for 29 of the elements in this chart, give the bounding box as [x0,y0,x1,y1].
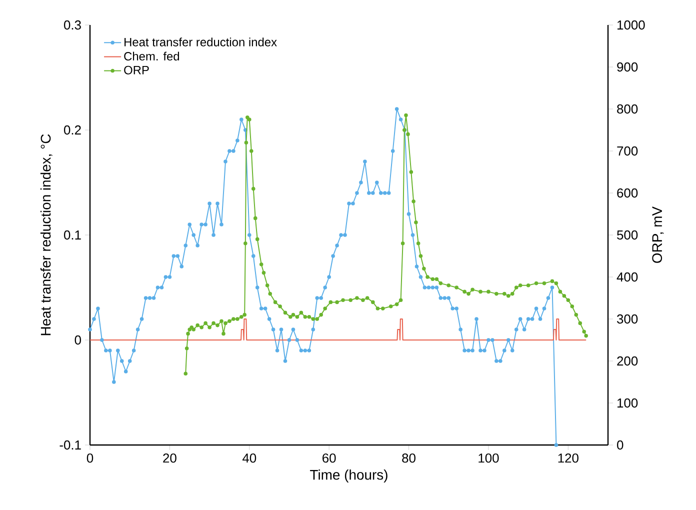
y2-tick-label: 300 [617,314,638,324]
x-axis-title: Time (hours) [310,470,388,483]
x-tick-label: 80 [402,454,416,463]
legend-label: Heat transfer reduction index [124,38,277,46]
y2-tick-label: 100 [617,398,638,408]
x-tick-label: 120 [558,454,578,463]
y-axis-title: Heat transfer reduction index, °C [40,134,52,336]
y-tick-label: 0.3 [64,20,81,30]
legend-label: ORP [124,66,149,74]
y2-tick-label: 0 [617,440,624,450]
y-tick-label: 0.1 [64,230,81,240]
x-tick-label: 100 [478,454,499,463]
y2-tick-label: 600 [617,188,638,198]
y2-tick-label: 900 [617,62,638,72]
legend-label: Chem. fed [124,52,180,60]
y-tick-label: 0 [74,335,81,345]
y2-axis-title: ORP, mV [652,206,664,263]
y2-tick-label: 500 [617,230,638,240]
y2-tick-label: 700 [617,146,638,156]
y-tick-label: -0.1 [60,440,81,450]
y-tick-label: 0.2 [64,125,81,135]
x-tick-label: 0 [86,454,94,463]
x-tick-label: 60 [322,454,336,463]
y2-tick-label: 400 [616,272,638,282]
x-tick-label: 20 [163,454,176,463]
y2-tick-label: 800 [617,104,638,114]
x-tick-label: 40 [242,454,256,463]
y2-tick-label: 200 [617,356,638,366]
y2-tick-label: 1000 [617,20,645,30]
